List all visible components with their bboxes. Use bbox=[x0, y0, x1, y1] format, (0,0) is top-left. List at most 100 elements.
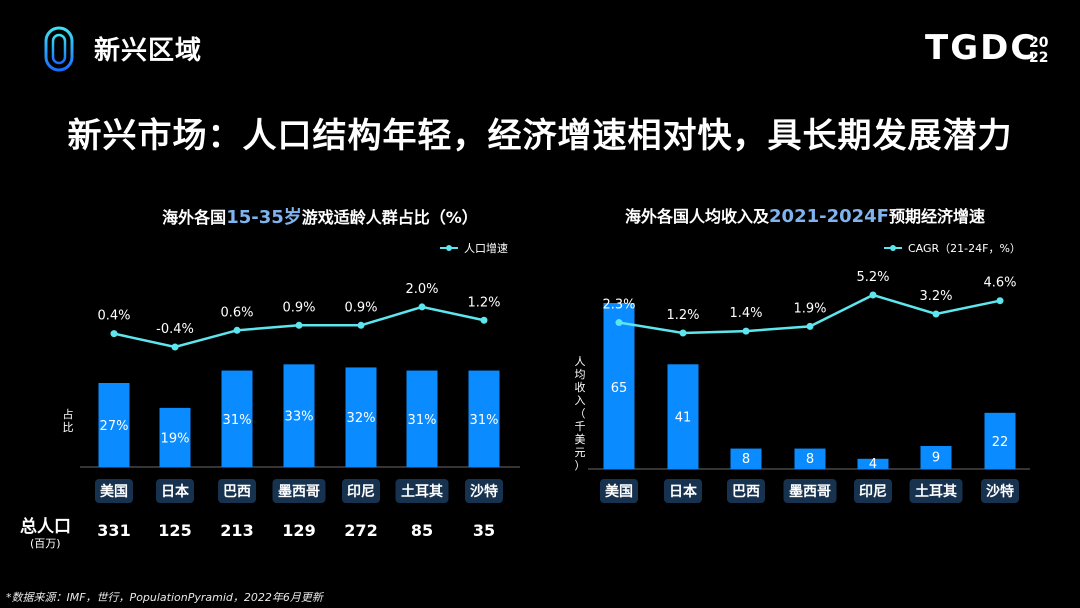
left-chart-title: 海外各国15-35岁游戏适龄人群占比（%） bbox=[60, 203, 580, 229]
c2-category-4: 印尼 bbox=[859, 483, 887, 500]
c1-category-bg-0 bbox=[95, 479, 133, 503]
c2-category-bg-5 bbox=[909, 479, 963, 503]
c2-bar-label-4: 4 bbox=[869, 457, 877, 472]
c2-ylabel-char-4: （ bbox=[575, 407, 586, 420]
c1-line-label-4: 0.9% bbox=[344, 300, 377, 315]
c2-ylabel-char-2: 收 bbox=[575, 380, 586, 394]
c1-legend-dot bbox=[446, 245, 452, 251]
c2-line-point-4 bbox=[869, 291, 877, 299]
c1-bar-label-0: 27% bbox=[100, 419, 129, 434]
population-value-3: 129 bbox=[282, 521, 315, 540]
left-title-pre: 海外各国 bbox=[162, 208, 227, 227]
c2-legend-label: CAGR（21-24F，%） bbox=[908, 242, 1021, 255]
c2-line-point-5 bbox=[932, 310, 940, 318]
c1-bar-6 bbox=[468, 370, 500, 467]
c2-ylabel-char-6: 美 bbox=[575, 433, 586, 446]
left-title-highlight: 15-35岁 bbox=[226, 207, 302, 228]
c1-bar-label-6: 31% bbox=[470, 413, 499, 428]
c2-bar-label-2: 8 bbox=[742, 452, 750, 467]
c1-ylabel-char-0: 占 bbox=[63, 407, 74, 421]
c2-category-5: 土耳其 bbox=[915, 483, 957, 500]
right-chart-title: 海外各国人均收入及2021-2024F预期经济增速 bbox=[560, 203, 1050, 227]
population-value-0: 331 bbox=[97, 521, 130, 540]
c2-category-2: 巴西 bbox=[732, 484, 760, 500]
c2-line-label-1: 1.2% bbox=[666, 308, 699, 323]
c2-bar-2 bbox=[730, 448, 762, 469]
c1-bar-label-4: 32% bbox=[347, 411, 376, 426]
c2-line-point-3 bbox=[806, 322, 814, 330]
c1-bar-5 bbox=[406, 370, 438, 467]
brand-year-bottom: 22 bbox=[1029, 50, 1049, 66]
c1-bar-label-1: 19% bbox=[161, 431, 190, 446]
c1-line-point-2 bbox=[233, 326, 241, 334]
c2-category-bg-2 bbox=[727, 479, 765, 503]
c1-category-bg-4 bbox=[342, 479, 380, 503]
c2-category-bg-6 bbox=[981, 479, 1019, 503]
population-value-2: 213 bbox=[220, 521, 253, 540]
c2-bar-label-0: 65 bbox=[611, 381, 628, 396]
c1-ylabel-char-1: 比 bbox=[63, 421, 74, 434]
c1-bar-1 bbox=[159, 407, 191, 467]
c1-category-bg-5 bbox=[395, 479, 449, 503]
brand-name: TGDC bbox=[925, 28, 1038, 68]
population-value-4: 272 bbox=[344, 521, 377, 540]
c2-line-label-5: 3.2% bbox=[919, 289, 952, 304]
c1-line-label-5: 2.0% bbox=[405, 282, 438, 297]
right-title-post: 预期经济增速 bbox=[888, 207, 985, 226]
c1-bar-3 bbox=[283, 364, 315, 467]
c2-category-0: 美国 bbox=[605, 483, 633, 500]
c2-bar-label-1: 41 bbox=[675, 411, 692, 426]
brand-year: 20 22 bbox=[1029, 36, 1048, 66]
c1-line-point-0 bbox=[110, 330, 118, 338]
c2-ylabel-char-3: 入 bbox=[575, 394, 586, 407]
c1-category-bg-1 bbox=[156, 479, 194, 503]
population-value-6: 35 bbox=[473, 521, 495, 540]
c1-line-point-6 bbox=[480, 316, 488, 324]
c1-line-label-3: 0.9% bbox=[282, 300, 315, 315]
c2-bar-6 bbox=[984, 412, 1016, 469]
c2-bar-4 bbox=[857, 458, 889, 469]
c2-bar-1 bbox=[667, 364, 699, 469]
c2-line-label-3: 1.9% bbox=[793, 301, 826, 316]
right-title-highlight: 2021-2024F bbox=[769, 206, 889, 227]
c2-bar-label-3: 8 bbox=[806, 452, 814, 467]
c2-legend-dot bbox=[890, 245, 896, 251]
c2-ylabel-char-1: 均 bbox=[575, 368, 586, 381]
c2-bar-label-6: 22 bbox=[992, 435, 1009, 450]
c1-bar-4 bbox=[345, 367, 377, 467]
c1-line-label-2: 0.6% bbox=[220, 305, 253, 320]
c2-bar-0 bbox=[603, 303, 635, 469]
main-title: 新兴市场：人口结构年轻，经济增速相对快，具长期发展潜力 bbox=[67, 116, 1013, 156]
c1-bar-0 bbox=[98, 383, 130, 467]
c1-line-point-3 bbox=[295, 321, 303, 329]
population-value-1: 125 bbox=[158, 521, 191, 540]
c1-category-5: 土耳其 bbox=[401, 483, 443, 500]
c1-bar-label-3: 33% bbox=[285, 410, 314, 425]
c2-line-label-6: 4.6% bbox=[983, 276, 1016, 291]
logo-icon bbox=[44, 26, 74, 72]
c2-ylabel-char-5: 千 bbox=[575, 420, 586, 433]
c2-bar-3 bbox=[794, 448, 826, 469]
c1-bar-label-5: 31% bbox=[408, 413, 437, 428]
c2-line-label-2: 1.4% bbox=[729, 306, 762, 321]
c2-ylabel-char-7: 元 bbox=[575, 446, 586, 459]
c1-category-bg-3 bbox=[272, 479, 326, 503]
c2-category-bg-0 bbox=[600, 479, 638, 503]
c1-line-label-1: -0.4% bbox=[156, 322, 194, 337]
c1-category-1: 日本 bbox=[161, 483, 190, 500]
c1-line-point-1 bbox=[171, 343, 179, 351]
c1-category-2: 巴西 bbox=[223, 484, 251, 500]
c1-line-point-4 bbox=[357, 321, 365, 329]
c2-bar-label-5: 9 bbox=[932, 451, 940, 466]
c1-bar-label-2: 31% bbox=[223, 413, 252, 428]
c2-line-point-1 bbox=[679, 329, 687, 337]
right-title-pre: 海外各国人均收入及 bbox=[625, 207, 770, 226]
c2-line-point-2 bbox=[742, 327, 750, 335]
c2-category-3: 墨西哥 bbox=[789, 484, 831, 500]
source-note: *数据来源：IMF，世行，PopulationPyramid，2022年6月更新 bbox=[6, 591, 323, 604]
c2-category-6: 沙特 bbox=[986, 483, 1014, 500]
population-label: 总人口 bbox=[20, 517, 71, 537]
c1-bar-2 bbox=[221, 370, 253, 467]
c2-line-label-0: 2.3% bbox=[602, 298, 635, 313]
